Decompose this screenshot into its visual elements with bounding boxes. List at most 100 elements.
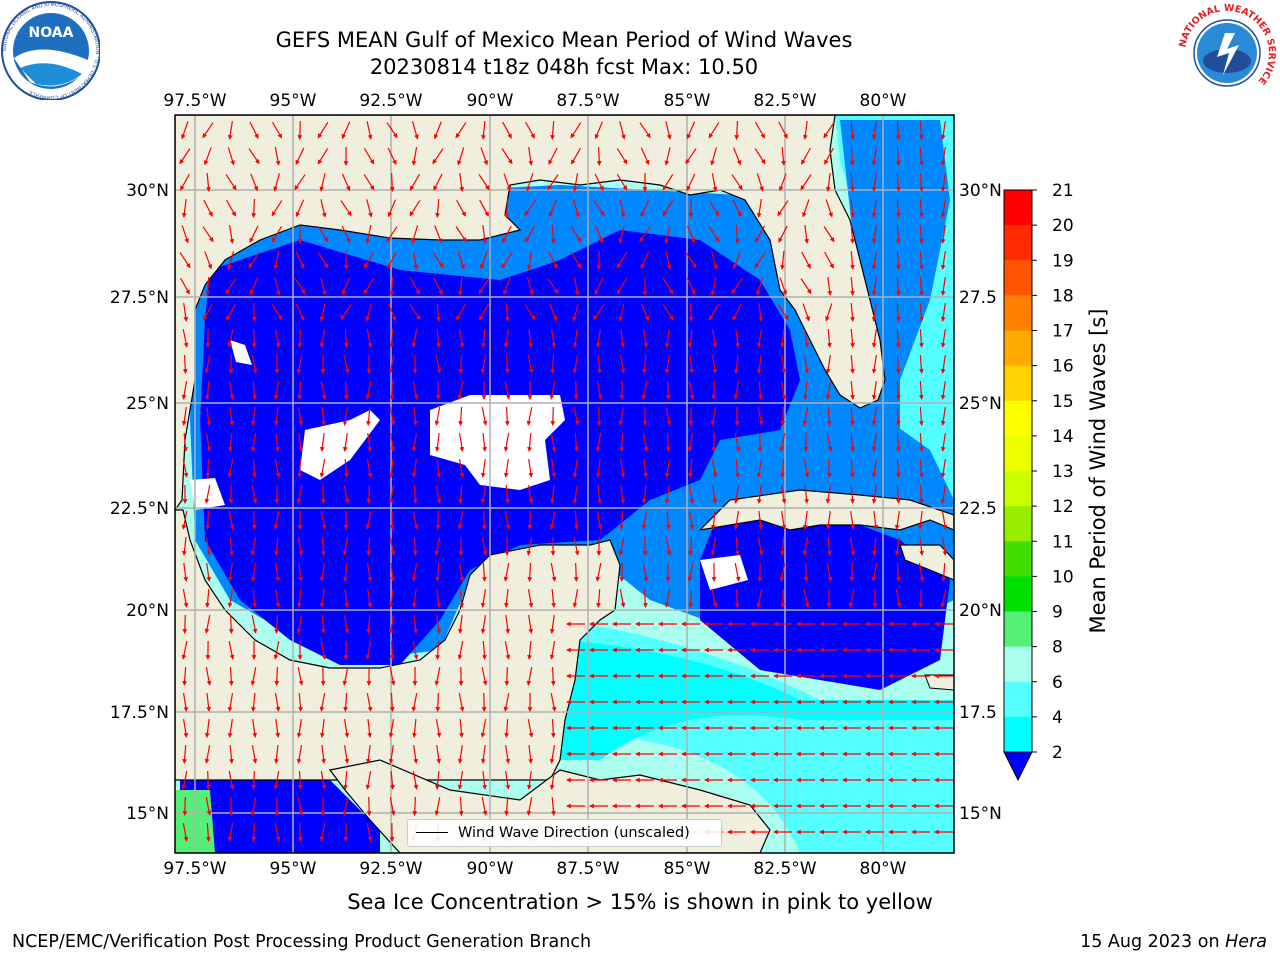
wave-direction-arrow — [342, 433, 348, 452]
wave-direction-arrow — [616, 252, 628, 269]
lat-tick-left: 25°N — [126, 394, 169, 414]
wave-direction-arrow — [711, 329, 718, 348]
wave-direction-arrow — [388, 719, 395, 738]
wave-direction-arrow — [504, 406, 510, 426]
wave-direction-arrow — [206, 692, 211, 712]
wave-direction-arrow — [895, 172, 901, 192]
wave-direction-arrow — [686, 173, 696, 191]
wave-direction-arrow — [779, 563, 786, 582]
wave-direction-arrow — [250, 407, 256, 426]
footer-date-text: 15 Aug 2023 on — [1080, 932, 1220, 952]
wave-direction-arrow — [642, 536, 648, 556]
wave-direction-arrow — [665, 432, 671, 452]
wave-direction-arrow — [297, 588, 302, 608]
wave-direction-arrow — [689, 354, 694, 374]
lat-tick-right: 22.5 — [959, 499, 997, 519]
wave-direction-arrow — [551, 796, 556, 816]
wave-direction-arrow — [594, 121, 603, 140]
wave-direction-arrow — [527, 562, 533, 582]
wave-direction-arrow — [481, 797, 488, 816]
wave-direction-arrow — [827, 277, 833, 296]
wave-direction-arrow — [229, 744, 234, 764]
lat-tick-right: 17.5 — [959, 703, 997, 723]
wave-direction-arrow — [182, 719, 189, 738]
lat-tick-left: 15°N — [126, 804, 169, 824]
wave-direction-arrow — [711, 380, 717, 400]
wave-direction-arrow — [295, 147, 305, 165]
wave-direction-arrow — [574, 432, 579, 452]
wave-direction-arrow — [550, 484, 555, 504]
wave-direction-arrow — [754, 148, 766, 165]
wave-direction-arrow — [756, 277, 764, 296]
wave-direction-arrow — [525, 121, 535, 139]
footer-credit: NCEP/EMC/Verification Post Processing Pr… — [12, 932, 592, 952]
wave-direction-arrow — [528, 615, 534, 634]
colorbar-segment — [1004, 260, 1032, 296]
wave-direction-arrow — [640, 199, 650, 218]
wave-direction-arrow — [641, 381, 648, 400]
wave-direction-arrow — [183, 303, 189, 322]
wave-direction-arrow — [573, 537, 580, 556]
wave-direction-arrow — [528, 459, 534, 478]
nws-logo: NATIONAL WEATHER SERVICE — [1177, 3, 1277, 101]
wave-direction-arrow — [825, 199, 833, 218]
wave-direction-arrow — [319, 432, 325, 452]
wave-direction-arrow — [711, 355, 718, 374]
lon-tick-top: 82.5°W — [753, 91, 816, 111]
wave-direction-arrow — [735, 458, 740, 478]
lon-tick-top: 90°W — [467, 91, 514, 111]
wave-direction-arrow — [940, 381, 946, 400]
wave-direction-arrow — [710, 537, 717, 556]
wave-direction-arrow — [296, 745, 303, 764]
colorbar-segment — [1004, 295, 1032, 331]
wave-direction-arrow — [456, 199, 466, 217]
wave-direction-arrow — [182, 614, 188, 634]
wave-direction-arrow — [480, 719, 487, 738]
wave-direction-arrow — [940, 355, 946, 374]
lon-tick-bottom: 95°W — [270, 859, 317, 879]
wave-direction-arrow — [435, 692, 441, 712]
wave-direction-arrow — [343, 719, 350, 738]
wave-direction-arrow — [803, 589, 810, 608]
wave-direction-arrow — [206, 172, 211, 192]
wave-direction-arrow — [459, 459, 465, 478]
wave-direction-arrow — [367, 718, 372, 738]
wave-direction-arrow — [273, 641, 280, 660]
wave-direction-arrow — [389, 172, 395, 192]
wave-direction-arrow — [734, 588, 740, 608]
wave-direction-arrow — [227, 693, 234, 712]
wave-direction-arrow — [618, 303, 625, 322]
wave-direction-arrow — [411, 225, 419, 244]
wave-direction-arrow — [504, 354, 510, 374]
wave-direction-arrow — [802, 303, 810, 322]
wave-direction-arrow — [181, 198, 187, 218]
wave-direction-arrow — [321, 406, 326, 426]
wave-direction-arrow — [275, 432, 281, 452]
wave-direction-arrow — [803, 380, 808, 400]
wave-direction-arrow — [850, 458, 855, 478]
wave-direction-arrow — [228, 225, 235, 244]
wave-direction-arrow — [549, 615, 555, 634]
wave-direction-arrow — [711, 589, 718, 608]
wave-direction-arrow — [619, 380, 625, 400]
wave-direction-arrow — [182, 536, 187, 556]
wave-direction-arrow — [918, 406, 924, 426]
wave-direction-arrow — [342, 407, 349, 426]
colorbar-tick-label: 4 — [1052, 708, 1063, 728]
wave-direction-arrow — [459, 718, 464, 738]
lat-tick-left: 17.5°N — [110, 703, 169, 723]
wave-direction-arrow — [800, 278, 812, 295]
wave-direction-arrow — [526, 407, 533, 426]
wave-direction-arrow — [781, 355, 787, 374]
white-patch-5 — [230, 340, 252, 365]
wave-direction-arrow — [597, 354, 602, 374]
wave-direction-arrow — [320, 536, 326, 556]
wave-direction-arrow — [527, 510, 533, 530]
wave-direction-arrow — [895, 589, 902, 608]
wave-direction-arrow — [298, 692, 303, 712]
wave-direction-arrow — [871, 355, 877, 374]
colorbar-tick-label: 10 — [1052, 567, 1074, 587]
wave-direction-arrow — [595, 458, 601, 478]
wave-direction-arrow — [183, 562, 189, 582]
wave-direction-arrow — [550, 120, 555, 140]
